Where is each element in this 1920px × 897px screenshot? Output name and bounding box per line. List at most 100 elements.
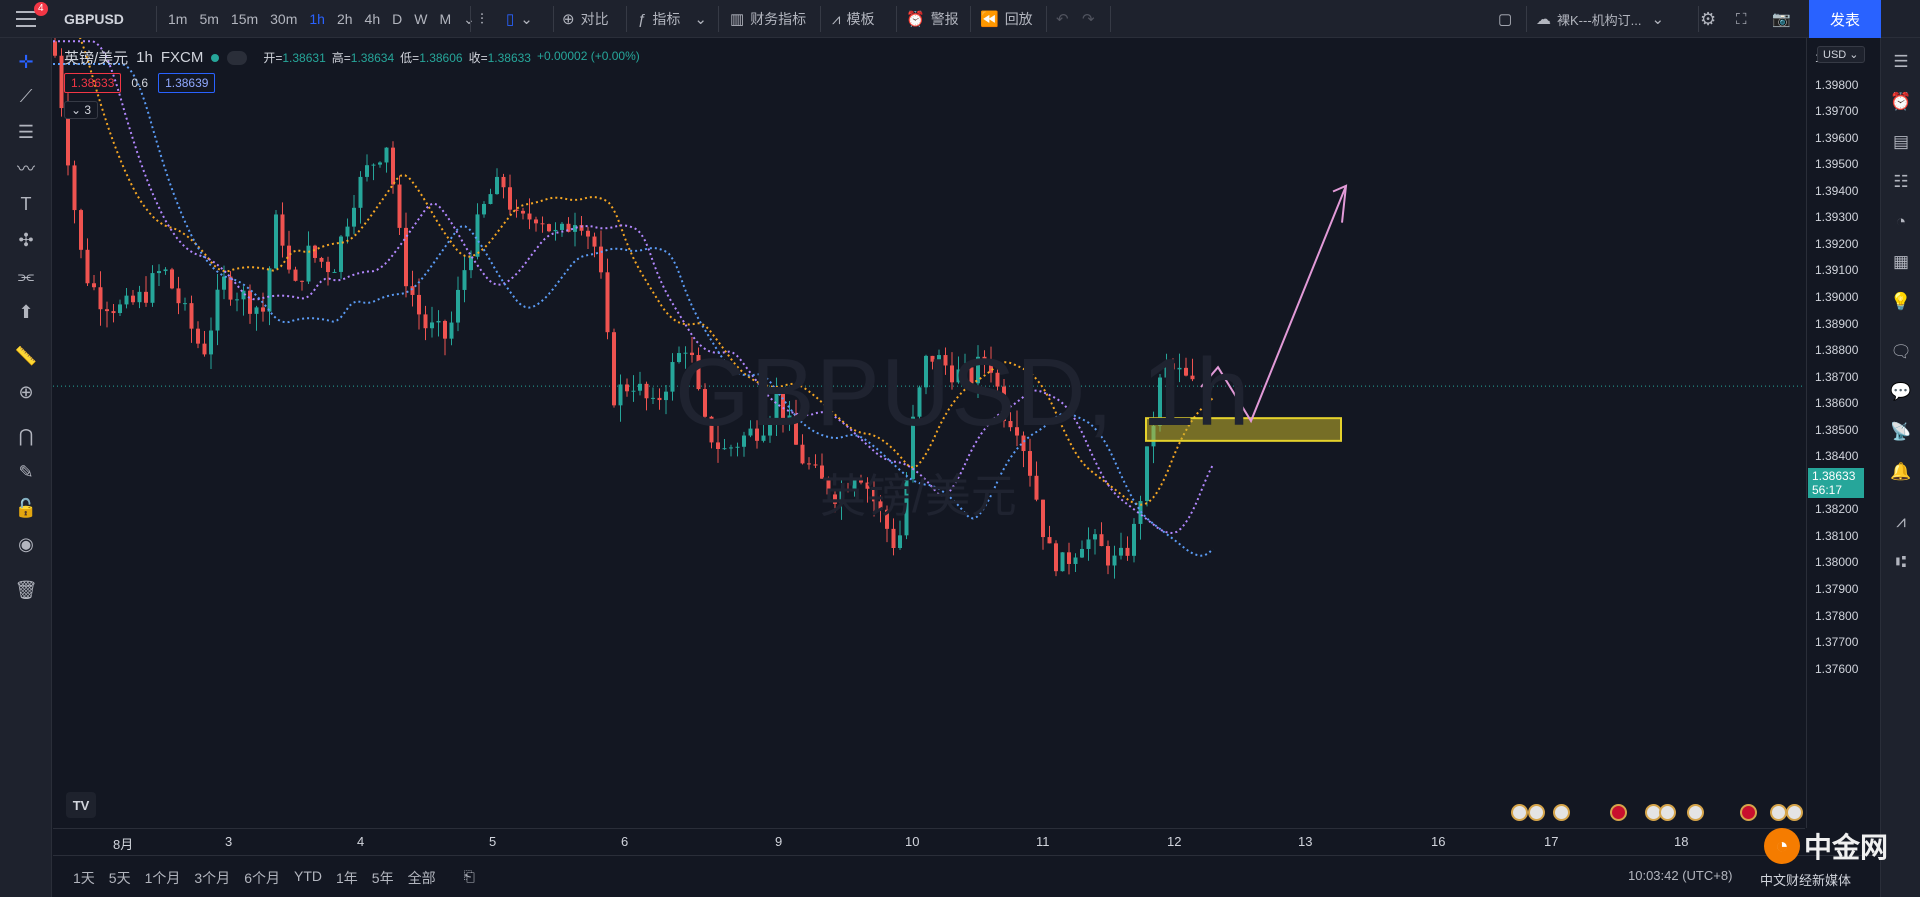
candle-body [891, 528, 896, 549]
interval-15m[interactable]: 15m [230, 11, 259, 27]
divider [1526, 6, 1527, 32]
candle-body [430, 322, 434, 329]
horizontal-lines-icon[interactable]: ☰ [17, 121, 35, 142]
price-chart[interactable] [53, 38, 1805, 828]
hotlist-icon[interactable]: ◔ [1895, 212, 1907, 231]
chart-type-bars-icon[interactable]: ⫶ [480, 10, 484, 28]
candle-body [339, 236, 343, 272]
tradingview-logo[interactable]: TV [66, 792, 96, 818]
clock[interactable]: 10:03:42 (UTC+8) [1628, 868, 1733, 883]
trading-panel-icon[interactable]: ⩘ [1896, 512, 1906, 531]
function-icon: ƒ [638, 10, 647, 28]
fullscreen-icon[interactable]: ⛶ [1736, 10, 1747, 28]
indicators-button[interactable]: ƒ 指标 ⌄ [638, 10, 707, 29]
candle-body [215, 289, 220, 331]
us-event-flag-icon[interactable] [1659, 804, 1676, 821]
compare-button[interactable]: ⊕ 对比 [562, 0, 609, 38]
eye-icon[interactable]: ◉ [18, 533, 34, 554]
us-event-flag-icon[interactable] [1511, 804, 1528, 821]
calendar-icon[interactable]: ▦ [1892, 252, 1910, 271]
candles-icon[interactable]: ▯ ⌄ [506, 11, 533, 28]
notification-bell-icon[interactable]: 🔔 [1890, 462, 1912, 481]
range-all[interactable]: 全部 [407, 870, 436, 886]
time-axis[interactable]: 8月 3 4 5 6 9 10 11 12 13 16 17 18 [53, 828, 1805, 854]
top-toolbar: 4 GBPUSD 1m 5m 15m 30m 1h 2h 4h D W M ⌄ … [0, 0, 1920, 38]
interval-2h[interactable]: 2h [336, 11, 353, 27]
indicators-toggle[interactable]: ⌄ 3 [64, 101, 99, 119]
interval-4h[interactable]: 4h [364, 11, 381, 27]
candle-body [865, 482, 870, 489]
range-5y[interactable]: 5年 [371, 870, 394, 886]
uk-event-flag-icon[interactable] [1740, 804, 1757, 821]
us-event-flag-icon[interactable] [1786, 804, 1803, 821]
us-event-flag-icon[interactable] [1687, 804, 1704, 821]
us-event-flag-icon[interactable] [1553, 804, 1570, 821]
ruler-icon[interactable]: 📏 [14, 345, 38, 366]
arrow-up-icon[interactable]: ⬆ [18, 301, 34, 322]
text-icon[interactable]: T [20, 193, 32, 214]
candle-body [313, 245, 317, 258]
interval-m[interactable]: M [439, 11, 452, 27]
us-event-flag-icon[interactable] [1528, 804, 1545, 821]
candle-body [176, 288, 181, 304]
watchlist-icon[interactable]: ☰ [1893, 52, 1909, 71]
redo-icon[interactable]: ↷ [1082, 11, 1095, 28]
chat-icon[interactable]: 🗨 [1890, 342, 1912, 361]
trend-line-icon[interactable]: ⟋ [19, 85, 33, 106]
instrument-name[interactable]: 英镑/美元 [64, 50, 129, 67]
undo-icon[interactable]: ↶ [1056, 11, 1069, 28]
zoom-in-icon[interactable]: ⊕ [18, 381, 34, 402]
pattern-icon[interactable]: 〰 [17, 159, 35, 179]
gear-icon[interactable]: ⚙ [1700, 8, 1717, 29]
chats-icon[interactable]: 💬 [1890, 382, 1912, 401]
trash-icon[interactable]: 🗑 [14, 579, 38, 600]
publish-button[interactable]: 发表 [1809, 0, 1881, 38]
magnet-icon[interactable]: ⋂ [18, 425, 34, 446]
news-icon[interactable]: ▤ [1892, 132, 1910, 151]
alarm-clock-icon[interactable]: ⏰ [1890, 92, 1912, 111]
interval-30m[interactable]: 30m [270, 11, 298, 27]
range-ytd[interactable]: YTD [293, 868, 322, 884]
price-tick: 1.37700 [1815, 635, 1859, 650]
range-3m[interactable]: 3个月 [194, 870, 231, 886]
range-1m[interactable]: 1个月 [144, 870, 181, 886]
range-1d[interactable]: 1天 [73, 870, 95, 886]
range-6m[interactable]: 6个月 [244, 870, 280, 886]
layout-name-button[interactable]: ☁ 裸K---机构订... ⌄ [1536, 11, 1665, 28]
divider [553, 6, 554, 32]
uk-event-flag-icon[interactable] [1610, 804, 1627, 821]
lock-icon[interactable]: 🔓 [14, 497, 38, 518]
object-tree-icon[interactable]: ⑆ [1895, 552, 1907, 571]
ideas-bulb-icon[interactable]: 💡 [1890, 292, 1912, 311]
chevron-down-icon[interactable]: ⌄ [463, 10, 475, 27]
currency-selector[interactable]: USD ⌄ [1817, 46, 1865, 63]
symbol-search-button[interactable]: GBPUSD [64, 11, 124, 27]
financials-button[interactable]: ▥ 财务指标 [730, 0, 806, 38]
interval-w[interactable]: W [414, 11, 428, 27]
pencil-lock-icon[interactable]: ✎ [18, 461, 34, 482]
layout-icon[interactable]: ▢ [1498, 11, 1513, 28]
streams-icon[interactable]: 📡 [1890, 422, 1912, 441]
interval-1m[interactable]: 1m [168, 11, 188, 27]
menu-icon[interactable] [8, 6, 44, 32]
crosshair-icon[interactable]: ✛ [18, 51, 34, 72]
interval-d[interactable]: D [392, 11, 403, 27]
interval-1h[interactable]: 1h [309, 11, 325, 27]
candle-body [183, 303, 187, 305]
forecast-icon[interactable]: ⫘ [17, 265, 35, 286]
camera-icon[interactable]: 📷 [1772, 11, 1791, 28]
node-icon[interactable]: ✣ [18, 229, 34, 250]
interval-5m[interactable]: 5m [199, 11, 219, 27]
data-window-icon[interactable]: ☷ [1893, 172, 1909, 191]
goto-date-icon[interactable]: ⎗ [463, 868, 475, 884]
sell-price-button[interactable]: 1.38633 [64, 73, 122, 93]
price-axis[interactable]: 1.399001.398001.397001.396001.395001.394… [1806, 38, 1880, 828]
alerts-button[interactable]: ⏰ 警报 [906, 0, 959, 38]
buy-price-button[interactable]: 1.38639 [158, 73, 216, 93]
templates-button[interactable]: ⩘ 模板 [832, 0, 874, 38]
range-1y[interactable]: 1年 [335, 870, 358, 886]
chart-pane[interactable] [53, 38, 1805, 828]
range-5d[interactable]: 5天 [108, 870, 131, 886]
replay-button[interactable]: ⏪ 回放 [980, 0, 1033, 38]
us-event-flag-icon[interactable] [1770, 804, 1787, 821]
